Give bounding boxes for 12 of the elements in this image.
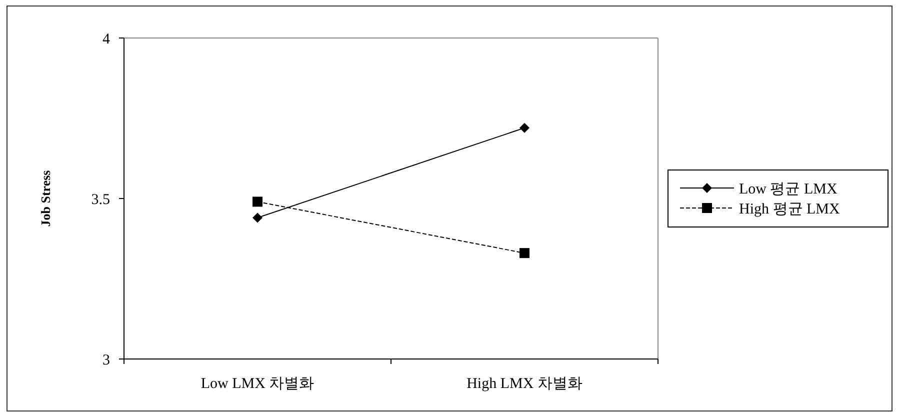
y-axis-title: Job Stress (38, 170, 53, 227)
x-tick-label: Low LMX 차별화 (200, 376, 314, 392)
point (252, 212, 262, 223)
y-tick-label: 3.5 (91, 192, 110, 208)
legend-label: High 평균 LMX (739, 201, 840, 218)
point (520, 248, 530, 258)
y-tick-label: 3 (102, 352, 110, 368)
point (520, 122, 530, 133)
point (252, 196, 262, 207)
legend-label: Low 평균 LMX (739, 181, 838, 198)
x-tick-label: High LMX 차별화 (466, 376, 582, 392)
y-tick-label: 4 (102, 31, 110, 48)
